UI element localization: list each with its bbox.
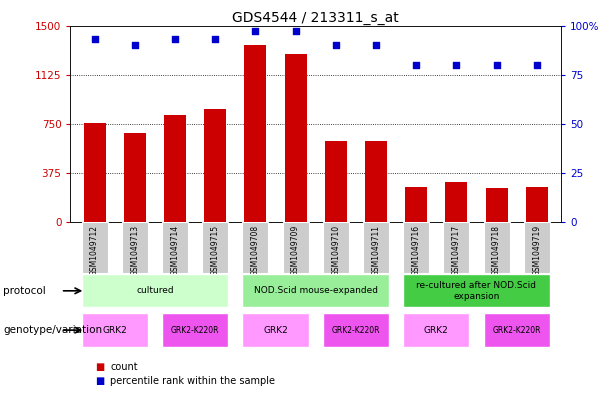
Point: [452, 62, 462, 68]
Bar: [403, 274, 550, 307]
Bar: [322, 314, 389, 347]
Text: GSM1049715: GSM1049715: [211, 224, 219, 276]
Text: ■: ■: [95, 376, 104, 386]
Text: GSM1049712: GSM1049712: [90, 224, 99, 275]
Point: [371, 42, 381, 48]
Text: GRK2: GRK2: [263, 326, 288, 334]
Title: GDS4544 / 213311_s_at: GDS4544 / 213311_s_at: [232, 11, 399, 24]
Bar: [202, 222, 228, 273]
Bar: [325, 141, 347, 222]
Point: [411, 62, 421, 68]
Text: GRK2-K220R: GRK2-K220R: [492, 326, 541, 334]
Point: [251, 28, 261, 35]
Bar: [242, 222, 268, 273]
Bar: [365, 141, 387, 222]
Text: GSM1049713: GSM1049713: [131, 224, 139, 276]
Point: [170, 36, 180, 42]
Bar: [363, 222, 389, 273]
Bar: [485, 188, 508, 222]
Text: count: count: [110, 362, 138, 373]
Bar: [283, 222, 309, 273]
Text: GRK2: GRK2: [424, 326, 449, 334]
Bar: [162, 314, 228, 347]
Text: GSM1049711: GSM1049711: [371, 224, 381, 275]
Text: GSM1049716: GSM1049716: [412, 224, 421, 276]
Text: GSM1049709: GSM1049709: [291, 224, 300, 276]
Text: ■: ■: [95, 362, 104, 373]
Bar: [122, 222, 148, 273]
Text: GSM1049714: GSM1049714: [170, 224, 180, 276]
Text: GRK2-K220R: GRK2-K220R: [332, 326, 380, 334]
Bar: [403, 314, 470, 347]
Bar: [83, 123, 105, 222]
Bar: [524, 222, 550, 273]
Bar: [164, 115, 186, 222]
Bar: [82, 274, 228, 307]
Bar: [443, 222, 470, 273]
Text: genotype/variation: genotype/variation: [3, 325, 102, 335]
Bar: [124, 133, 146, 222]
Bar: [82, 314, 148, 347]
Bar: [484, 314, 550, 347]
Bar: [242, 274, 389, 307]
Bar: [242, 314, 309, 347]
Text: GRK2-K220R: GRK2-K220R: [171, 326, 219, 334]
Text: percentile rank within the sample: percentile rank within the sample: [110, 376, 275, 386]
Point: [532, 62, 542, 68]
Text: GSM1049717: GSM1049717: [452, 224, 461, 276]
Bar: [82, 222, 108, 273]
Point: [210, 36, 220, 42]
Text: re-cultured after NOD.Scid
expansion: re-cultured after NOD.Scid expansion: [416, 281, 536, 301]
Point: [130, 42, 140, 48]
Bar: [405, 187, 427, 222]
Bar: [284, 54, 306, 222]
Point: [89, 36, 99, 42]
Bar: [484, 222, 509, 273]
Bar: [403, 222, 429, 273]
Text: cultured: cultured: [136, 286, 173, 295]
Text: GSM1049710: GSM1049710: [331, 224, 340, 276]
Text: GSM1049719: GSM1049719: [532, 224, 541, 276]
Text: GRK2: GRK2: [102, 326, 127, 334]
Bar: [322, 222, 349, 273]
Point: [331, 42, 341, 48]
Text: NOD.Scid mouse-expanded: NOD.Scid mouse-expanded: [254, 286, 378, 295]
Bar: [204, 109, 226, 222]
Point: [492, 62, 501, 68]
Text: protocol: protocol: [3, 286, 46, 296]
Point: [291, 28, 300, 35]
Text: GSM1049718: GSM1049718: [492, 224, 501, 275]
Bar: [162, 222, 188, 273]
Bar: [245, 45, 267, 222]
Text: GSM1049708: GSM1049708: [251, 224, 260, 276]
Bar: [445, 182, 468, 222]
Bar: [526, 187, 548, 222]
